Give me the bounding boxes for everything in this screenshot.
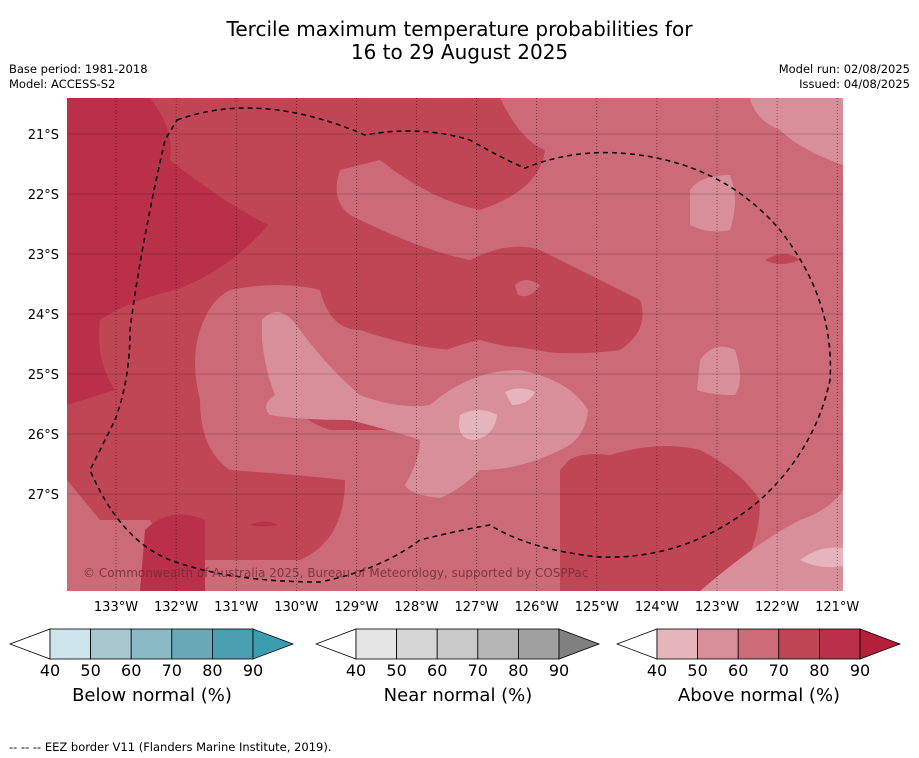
colorbar-low-extend: [8, 628, 51, 660]
colorbar-swatch: [130, 628, 173, 660]
lon-tick-label: 125°W: [575, 600, 619, 615]
field-40-50-southeast: [800, 547, 843, 568]
longitude-labels: 133°W 132°W 131°W 130°W 129°W 128°W 127°W 126°W…: [94, 600, 860, 615]
field-50-60-central: [262, 312, 588, 498]
meta-left: Base period: 1981-2018 Model: ACCESS-S2: [9, 62, 148, 92]
field-60-70-spot: [515, 280, 540, 297]
colorbar-tick-label: 80: [202, 661, 223, 680]
latitude-labels: 21°S 22°S 23°S 24°S 25°S 26°S 27°S: [28, 128, 59, 503]
colorbar-swatch: [49, 628, 91, 660]
model-name: Model: ACCESS-S2: [9, 77, 116, 91]
colorbar-tick-label: 60: [121, 661, 142, 680]
meta-right: Model run: 02/08/2025 Issued: 04/08/2025: [779, 62, 910, 92]
issued-date: Issued: 04/08/2025: [799, 77, 910, 91]
colorbar-tick-label: 90: [242, 661, 264, 680]
colorbar-swatch: [818, 628, 861, 660]
colorbar-swatch: [396, 628, 438, 660]
lon-tick-label: 129°W: [334, 600, 378, 615]
field-70-80-east-spot: [765, 254, 800, 264]
colorbar-tick-label: 70: [768, 661, 789, 680]
colorbar-tick-label: 60: [728, 661, 749, 680]
lon-tick-label: 128°W: [394, 600, 438, 615]
colorbar-tick-label: 70: [161, 661, 182, 680]
colorbar-above-normal: 40 50 60 70 80 90 Above normal (%): [615, 627, 902, 706]
colorbar-below-swatches: [8, 628, 295, 660]
colorbar-tick-label: 40: [345, 661, 367, 680]
lon-tick-label: 130°W: [274, 600, 318, 615]
copyright-text: © Commonwealth of Australia 2025, Bureau…: [83, 566, 588, 580]
colorbar-swatch: [737, 628, 780, 660]
lat-tick-label: 26°S: [28, 428, 59, 443]
lon-tick-label: 121°W: [815, 600, 859, 615]
colorbar-tick-label: 70: [467, 661, 488, 680]
colorbar-low-extend: [314, 628, 357, 660]
field-80-90-dot: [250, 521, 278, 527]
colorbar-swatch: [477, 628, 519, 660]
colorbar-swatch: [697, 628, 739, 660]
lat-tick-label: 27°S: [28, 488, 59, 503]
model-run: Model run: 02/08/2025: [778, 62, 910, 76]
field-50-60-southeast: [700, 490, 843, 591]
colorbar-tick-label: 90: [849, 661, 871, 680]
colorbar-tick-label: 50: [687, 661, 708, 680]
colorbar-tick-label: 60: [427, 661, 448, 680]
lon-tick-label: 123°W: [695, 600, 739, 615]
colorbar-swatch: [90, 628, 132, 660]
colorbar-tick-label: 50: [386, 661, 407, 680]
colorbar-swatch: [436, 628, 479, 660]
colorbar-above-label: Above normal (%): [677, 685, 841, 706]
colorbar-tick-label: 80: [809, 661, 830, 680]
lat-tick-label: 23°S: [28, 248, 59, 263]
title-line-1: Tercile maximum temperature probabilitie…: [226, 17, 693, 41]
lon-tick-label: 132°W: [154, 600, 198, 615]
lat-tick-label: 25°S: [28, 368, 59, 383]
colorbar-below-label: Below normal (%): [72, 685, 232, 706]
field-80-90-west: [67, 98, 268, 405]
lon-tick-label: 133°W: [94, 600, 138, 615]
colorbar-tick-label: 50: [80, 661, 101, 680]
lon-tick-label: 124°W: [635, 600, 679, 615]
colorbar-tick-label: 40: [39, 661, 61, 680]
colorbar-low-extend: [615, 628, 658, 660]
colorbar-high-extend: [252, 628, 295, 660]
colorbar-swatch: [355, 628, 397, 660]
base-period: Base period: 1981-2018: [9, 62, 148, 76]
colorbar-near-swatches: [314, 628, 601, 660]
field-40-50-patch-b: [505, 388, 535, 405]
colorbar-swatch: [778, 628, 820, 660]
field-50-60-east-b: [697, 346, 740, 395]
colorbar-swatch: [211, 628, 254, 660]
colorbar-swatch: [517, 628, 560, 660]
lon-tick-label: 126°W: [515, 600, 559, 615]
eez-border: [89, 107, 832, 583]
field-80-90-southwest: [140, 514, 205, 591]
field-40-50-patch-a: [459, 410, 497, 440]
colorbar-below-normal: 40 50 60 70 80 90 Below normal (%): [8, 627, 295, 706]
colorbar-near-label: Near normal (%): [383, 685, 533, 706]
colorbar-tick-label: 40: [646, 661, 668, 680]
lat-tick-label: 24°S: [28, 308, 59, 323]
field-70-80-southeast: [560, 446, 760, 591]
lat-tick-label: 21°S: [28, 128, 59, 143]
colorbar-tick-label: 80: [508, 661, 529, 680]
colorbar-above-swatches: [615, 628, 902, 660]
map-field: [67, 98, 843, 591]
colorbar-swatch: [656, 628, 698, 660]
field-50-60-northeast: [750, 98, 843, 165]
field-50-60-east-a: [690, 175, 735, 232]
colorbar-near-normal: 40 50 60 70 80 90 Near normal (%): [314, 627, 601, 706]
footer-note: -- -- -- EEZ border V11 (Flanders Marine…: [9, 740, 332, 754]
colorbar-swatch: [171, 628, 213, 660]
chart-title: Tercile maximum temperature probabilitie…: [0, 18, 919, 64]
lon-tick-label: 122°W: [755, 600, 799, 615]
lon-tick-label: 131°W: [214, 600, 258, 615]
title-line-2: 16 to 29 August 2025: [350, 40, 569, 64]
colorbar-tick-label: 90: [548, 661, 570, 680]
colorbar-high-extend: [558, 628, 601, 660]
map-grid: [67, 98, 843, 591]
lon-tick-label: 127°W: [455, 600, 499, 615]
lat-tick-label: 22°S: [28, 188, 59, 203]
colorbar-high-extend: [859, 628, 902, 660]
